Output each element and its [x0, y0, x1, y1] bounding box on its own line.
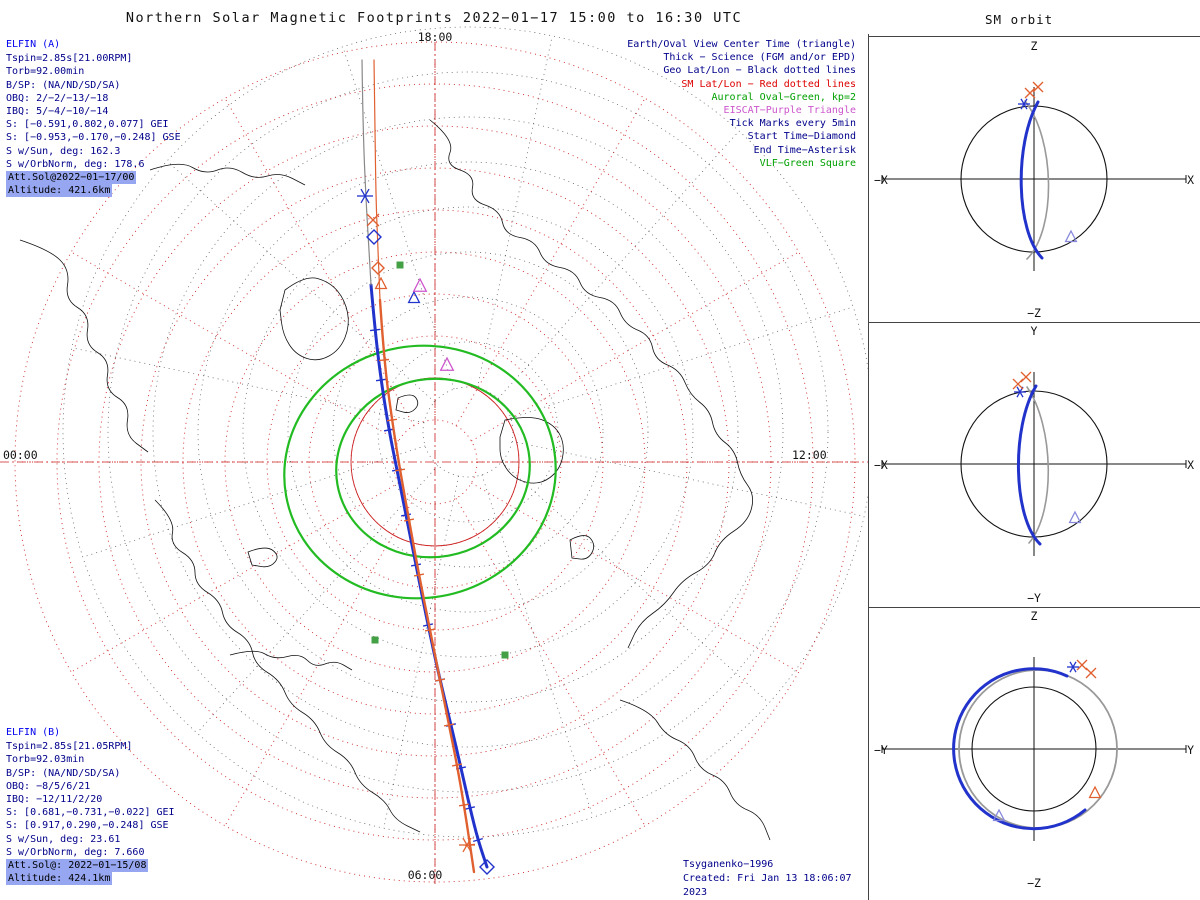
- legend-item: Auroral Oval−Green, kp=2: [711, 91, 857, 103]
- legend-item: VLF−Green Square: [759, 157, 856, 169]
- legend-item: End Time−Asterisk: [753, 144, 856, 156]
- info-line: S: [0.681,−0.731,−0.022] GEI: [6, 807, 175, 819]
- info-line: S: [−0.591,0.802,0.077] GEI: [6, 119, 169, 131]
- sm-orbit-panel-xy: Y −Y −X X: [868, 322, 1200, 607]
- mlt-label-18: 18:00: [417, 30, 453, 44]
- created-timestamp: Created: Fri Jan 13 18:06:07 2023: [683, 873, 852, 898]
- info-line: B/SP: (NA/ND/SD/SA): [6, 767, 121, 779]
- elfin-b-info-block: ELFIN (B) Tspin=2.85s[21.05RPM] Torb=92.0…: [6, 726, 175, 886]
- info-line: Att.Sol@: 2022−01−15/08: [6, 859, 149, 873]
- axis-label-right: X: [1187, 457, 1194, 472]
- info-line: B/SP: (NA/ND/SD/SA): [6, 79, 121, 91]
- axis-label-right: Y: [1187, 742, 1194, 757]
- axis-label-bottom: −Z: [1027, 876, 1041, 890]
- panel-divider-2: [868, 607, 1200, 608]
- legend-item: EISCAT−Purple Triangle: [723, 105, 856, 117]
- mlt-label-06: 06:00: [407, 868, 443, 882]
- panel-divider-1: [868, 322, 1200, 323]
- panel-divider-top: [868, 36, 1200, 37]
- mlt-label-00: 00:00: [3, 448, 38, 462]
- elfin-a-label: ELFIN (A): [6, 39, 61, 50]
- axis-label-left: −X: [874, 457, 888, 472]
- axis-label-top: Y: [1030, 324, 1038, 338]
- info-line: OBQ: 2/−2/−13/−18: [6, 92, 109, 104]
- page-title: Northern Solar Magnetic Footprints 2022−…: [125, 10, 743, 26]
- info-line: S w/Sun, deg: 23.61: [6, 833, 121, 845]
- elfin-b-label: ELFIN (B): [6, 727, 61, 738]
- axis-label-bottom: −Y: [1027, 591, 1041, 605]
- axis-label-top: Z: [1030, 609, 1038, 623]
- legend-item: Geo Lat/Lon − Black dotted lines: [663, 65, 856, 77]
- axis-label-left: −Y: [874, 742, 888, 757]
- info-line: S: [−0.953,−0.170,−0.248] GSE: [6, 132, 181, 144]
- sm-orbit-xy-plot: [881, 371, 1187, 556]
- sm-orbit-yz-plot: [881, 657, 1187, 841]
- legend: Earth/Oval View Center Time (triangle) Th…: [560, 38, 856, 170]
- model-label: Tsyganenko−1996: [683, 859, 774, 870]
- info-line: Att.Sol@2022−01−17/00: [6, 171, 137, 185]
- elfin-a-info-block: ELFIN (A) Tspin=2.85s[21.00RPM] Torb=92.0…: [6, 38, 181, 198]
- info-line: IBQ: 5/−4/−10/−14: [6, 106, 109, 118]
- sm-orbit-panel-yz: Z −Z −Y Y: [868, 607, 1200, 892]
- info-line: S: [0.917,0.290,−0.248] GSE: [6, 820, 169, 832]
- legend-item: Tick Marks every 5min: [729, 118, 856, 130]
- info-line: Altitude: 424.1km: [6, 872, 113, 886]
- axis-label-top: Z: [1030, 39, 1038, 53]
- info-line: S w/OrbNorm, deg: 178.6: [6, 158, 145, 170]
- info-line: Altitude: 421.6km: [6, 184, 113, 198]
- axis-label-bottom: −Z: [1027, 306, 1041, 320]
- info-line: Tspin=2.85s[21.00RPM]: [6, 53, 133, 65]
- polar-footprint-map: [0, 26, 868, 884]
- legend-item: Thick − Science (FGM and/or EPD): [663, 52, 856, 64]
- info-line: IBQ: −12/11/2/20: [6, 794, 103, 806]
- legend-item: SM Lat/Lon − Red dotted lines: [681, 78, 856, 90]
- mlt-label-12: 12:00: [792, 448, 827, 462]
- info-line: Torb=92.03min: [6, 754, 85, 766]
- vertical-divider: [868, 34, 869, 900]
- sm-orbit-title: SM orbit: [985, 12, 1054, 27]
- info-line: Torb=92.00min: [6, 66, 85, 78]
- legend-item: Start Time−Diamond: [747, 131, 856, 143]
- sm-orbit-panel-xz: Z −Z −X X: [868, 37, 1200, 322]
- axis-label-right: X: [1187, 172, 1194, 187]
- legend-item: Earth/Oval View Center Time (triangle): [627, 39, 856, 50]
- sm-orbit-xz-plot: [881, 81, 1187, 271]
- info-line: Tspin=2.85s[21.05RPM]: [6, 741, 133, 753]
- info-line: S w/Sun, deg: 162.3: [6, 145, 121, 157]
- footer: Tsyganenko−1996 Created: Fri Jan 13 18:0…: [683, 858, 873, 900]
- info-line: OBQ: −8/5/6/21: [6, 780, 91, 792]
- axis-label-left: −X: [874, 172, 888, 187]
- info-line: S w/OrbNorm, deg: 7.660: [6, 846, 145, 858]
